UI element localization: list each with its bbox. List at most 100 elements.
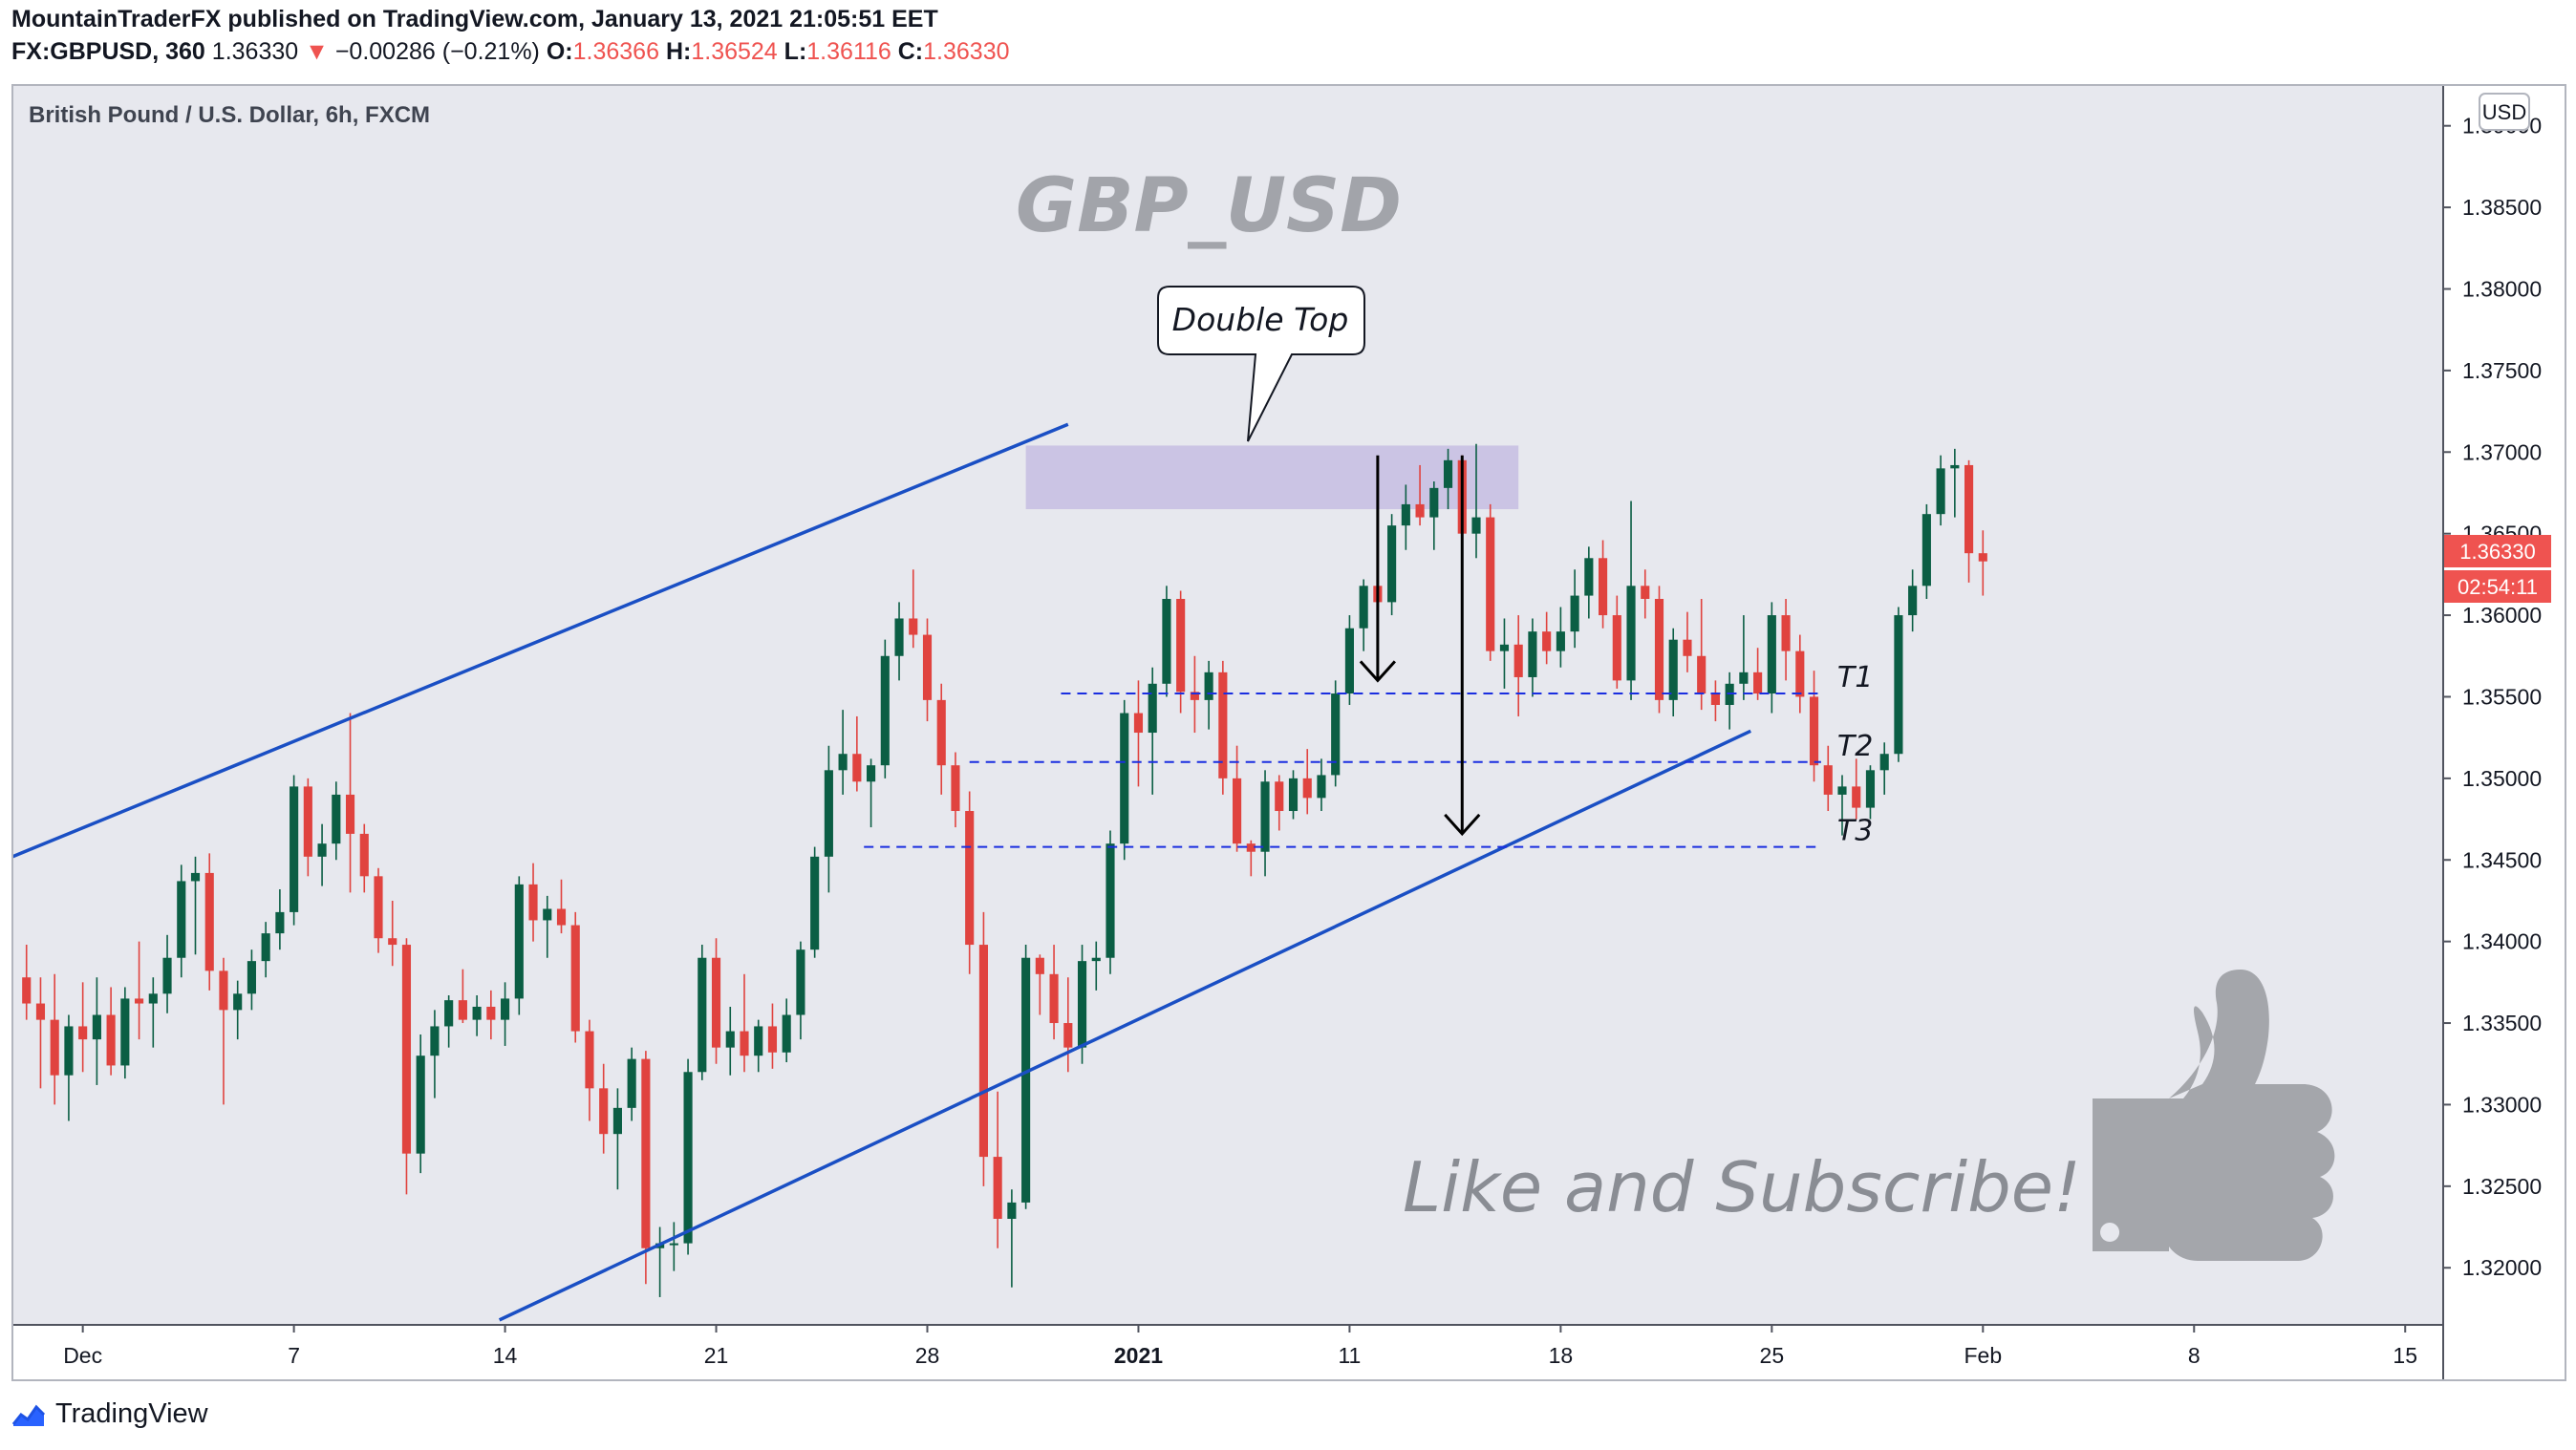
y-tick-label: 1.33000 (2462, 1092, 2542, 1117)
candle-body (894, 618, 904, 656)
candle-body (570, 925, 580, 1032)
target-label-t1: T1 (1837, 661, 1873, 694)
candle-body (1415, 503, 1425, 518)
target-label-t2: T2 (1837, 730, 1873, 763)
candle-body (1668, 639, 1678, 700)
candle-body (1133, 713, 1144, 734)
price-axis[interactable] (2443, 85, 2565, 1325)
candle-body (1865, 770, 1876, 808)
candle-body (162, 957, 172, 994)
candle-body (880, 655, 890, 766)
high-label: H: (665, 38, 692, 65)
candle-body (1359, 586, 1368, 629)
candle-body (612, 1107, 622, 1135)
x-tick-label: 25 (1760, 1343, 1785, 1368)
candle-body (1387, 525, 1397, 603)
tradingview-logo-icon (11, 1404, 46, 1426)
candle-body (1781, 615, 1791, 651)
candle-body (190, 872, 201, 882)
candle-body (669, 1243, 678, 1246)
x-tick-label: 18 (1549, 1343, 1574, 1368)
candle-body (1570, 595, 1579, 632)
candle-body (177, 881, 186, 958)
candle-body (275, 911, 285, 934)
candle-body (401, 945, 412, 1154)
candle-body (1599, 558, 1608, 616)
low-value: 1.36116 (806, 38, 891, 65)
channel-lower-line (498, 729, 1751, 1322)
candle-body (740, 1031, 749, 1056)
candle-body (458, 1000, 467, 1020)
candle-body (556, 908, 567, 926)
candle-body (993, 1157, 1002, 1219)
candle-body (824, 770, 833, 857)
candle-body (1879, 754, 1889, 771)
publisher-text: MountainTraderFX published on TradingVie… (11, 6, 938, 32)
candle-body (1809, 696, 1819, 766)
candle-body (1710, 693, 1720, 705)
candle-body (711, 957, 721, 1048)
time-axis[interactable] (12, 1325, 2443, 1380)
candle-body (1120, 713, 1129, 844)
candle-body (1331, 693, 1341, 776)
candle-body (796, 949, 805, 1015)
candle-body (782, 1014, 791, 1053)
candle-body (1007, 1202, 1017, 1219)
candle-body (1190, 692, 1199, 700)
x-tick-label: 8 (2188, 1343, 2200, 1368)
candle-body (64, 1026, 74, 1076)
high-value: 1.36524 (691, 38, 778, 65)
candle-body (1233, 778, 1242, 844)
candle-body (599, 1088, 609, 1135)
candle-body (725, 1031, 735, 1048)
candle-body (261, 933, 270, 962)
candle-body (1091, 957, 1101, 962)
candle-body (1499, 644, 1510, 651)
candle-body (1697, 655, 1707, 694)
candle-body (22, 977, 32, 1004)
candle-body (1894, 615, 1903, 755)
candle-body (641, 1058, 651, 1248)
candle-body (1246, 843, 1256, 852)
candle-body (1584, 558, 1594, 596)
candle-body (1077, 961, 1087, 1048)
candle-body (528, 884, 538, 921)
candle-body (514, 884, 524, 999)
open-label: O: (546, 38, 573, 65)
candle-body (1823, 765, 1833, 795)
candle-body (92, 1014, 101, 1040)
candle-body (1641, 586, 1650, 599)
candle-body (204, 872, 214, 971)
symbol-line: FX:GBPUSD, 360 1.36330 ▼ −0.00286 (−0.21… (11, 38, 1010, 66)
target-label-t3: T3 (1837, 815, 1873, 848)
candle-body (1936, 468, 1945, 515)
candle-body (332, 794, 341, 844)
candle-body (1275, 781, 1284, 812)
candle-body (1049, 973, 1059, 1024)
candle-body (1204, 672, 1213, 700)
candle-body (1302, 778, 1312, 799)
candle-body (1317, 775, 1326, 799)
y-tick-label: 1.34000 (2462, 929, 2542, 954)
candle-body (1218, 672, 1228, 778)
publisher-line: MountainTraderFX published on TradingVie… (11, 6, 938, 33)
y-tick-label: 1.32500 (2462, 1174, 2542, 1199)
candle-body (1908, 586, 1918, 616)
candle-body (936, 699, 946, 766)
candle-body (120, 998, 130, 1066)
currency-badge[interactable] (2479, 93, 2530, 131)
candle-body (1401, 503, 1410, 526)
y-tick-label: 1.37500 (2462, 358, 2542, 383)
close-label: C: (897, 38, 924, 65)
candle-body (359, 833, 369, 877)
candle-body (1288, 778, 1299, 812)
candle-body (1148, 683, 1157, 734)
currency-badge-text: USD (2482, 100, 2526, 124)
candle-body (1443, 459, 1453, 488)
callout-text: Double Top (1172, 301, 1349, 338)
candle-body (1344, 628, 1354, 694)
candle-body (1950, 464, 1960, 469)
y-tick-label: 1.38000 (2462, 276, 2542, 301)
candle-body (35, 1003, 46, 1020)
